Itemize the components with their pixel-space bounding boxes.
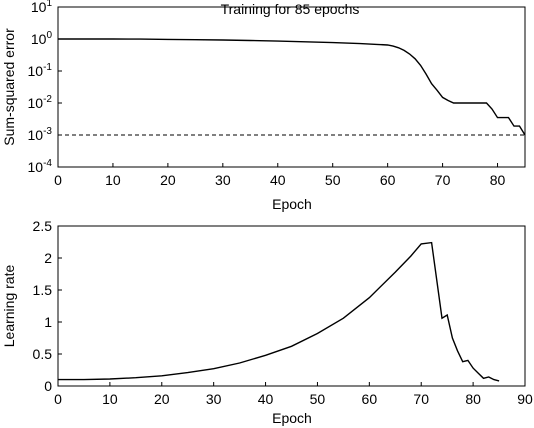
lr-xtick-label: 20	[154, 391, 170, 407]
lr-xtick-label: 60	[362, 391, 378, 407]
error-chart: Training for 85 epochs Sum-squared error…	[1, 0, 526, 212]
error-xtick-label: 70	[435, 172, 451, 188]
lr-xtick-label: 80	[465, 391, 481, 407]
error-xtick-label: 20	[160, 172, 176, 188]
error-chart-title: Training for 85 epochs	[221, 1, 360, 17]
lr-ytick-label: 1	[44, 314, 52, 330]
error-chart-xlabel: Epoch	[272, 196, 312, 212]
error-ytick-label: 10-3	[28, 126, 53, 143]
learning-rate-chart-xlabel: Epoch	[272, 410, 312, 426]
error-chart-ylabel: Sum-squared error	[1, 28, 17, 146]
error-xtick-label: 80	[490, 172, 506, 188]
learning-rate-chart: Learning rate Epoch 0 10 20 30 40 50 60 70 80 900…	[1, 218, 533, 426]
error-xtick-label: 0	[54, 172, 62, 188]
lr-ytick-label: 2.5	[33, 218, 53, 234]
lr-ytick-label: 0	[44, 378, 52, 394]
error-ytick-label: 100	[31, 30, 53, 47]
learning-rate-series-line	[58, 241, 500, 382]
lr-ytick-label: 0.5	[33, 346, 53, 362]
lr-xtick-label: 10	[102, 391, 118, 407]
error-xtick-label: 40	[270, 172, 286, 188]
lr-xtick-label: 30	[206, 391, 222, 407]
lr-xtick-label: 0	[54, 391, 62, 407]
error-ytick-label: 10-1	[28, 62, 53, 79]
error-xtick-label: 60	[380, 172, 396, 188]
error-chart-ticks: 0 10 20 30 40 50 60 70 80 101 100 10-1 10-2 10-3 10-4	[28, 0, 506, 188]
learning-rate-chart-ticks: 0 10 20 30 40 50 60 70 80 90 0 0.5 1 1.5 2 2.5	[33, 218, 533, 407]
error-xtick-label: 30	[215, 172, 231, 188]
error-xtick-label: 50	[325, 172, 341, 188]
error-series-line	[58, 38, 526, 136]
error-ytick-label: 10-2	[28, 94, 53, 111]
error-ytick-label: 101	[31, 0, 53, 15]
lr-ytick-label: 1.5	[33, 282, 53, 298]
learning-rate-chart-ylabel: Learning rate	[1, 265, 17, 348]
error-chart-axes	[57, 6, 526, 168]
lr-xtick-label: 50	[310, 391, 326, 407]
lr-xtick-label: 70	[413, 391, 429, 407]
lr-xtick-label: 90	[517, 391, 533, 407]
error-ytick-label: 10-4	[28, 158, 53, 175]
lr-xtick-label: 40	[258, 391, 274, 407]
learning-rate-chart-axes	[57, 225, 526, 387]
error-xtick-label: 10	[105, 172, 121, 188]
lr-ytick-label: 2	[44, 250, 52, 266]
